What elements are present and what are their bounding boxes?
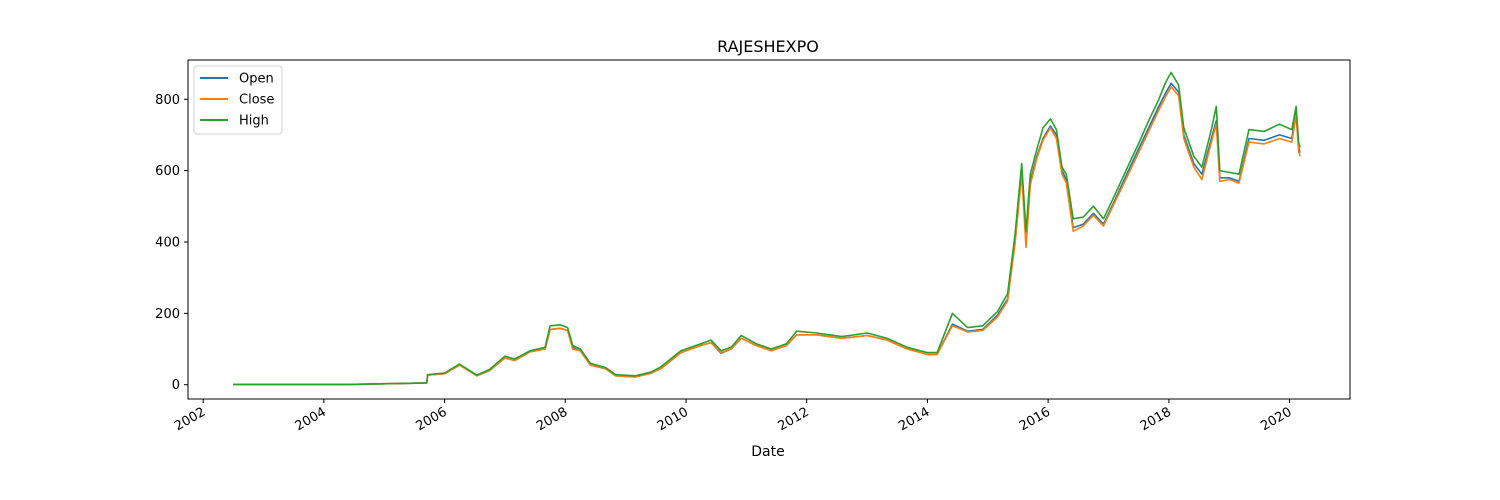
x-tick-label: 2012 bbox=[776, 405, 812, 435]
legend-label-close: Close bbox=[239, 93, 274, 108]
y-tick-label: 600 bbox=[155, 164, 180, 179]
chart-title: RAJESHEXPO bbox=[717, 37, 819, 56]
y-axis-ticks: 0 200 400 600 800 bbox=[155, 93, 188, 393]
x-tick-label: 2006 bbox=[413, 405, 449, 435]
series-line-close bbox=[233, 86, 1301, 386]
x-tick-label: 2010 bbox=[655, 405, 691, 435]
y-tick-label: 0 bbox=[172, 378, 180, 393]
x-tick-label: 2002 bbox=[172, 405, 208, 435]
y-tick-label: 400 bbox=[155, 235, 180, 250]
x-axis-label: Date bbox=[751, 444, 784, 460]
x-tick-label: 2014 bbox=[896, 405, 932, 435]
plot-frame bbox=[187, 59, 1351, 400]
x-tick-label: 2008 bbox=[534, 405, 570, 435]
legend-label-high: High bbox=[239, 114, 269, 129]
y-tick-label: 200 bbox=[155, 307, 180, 322]
y-tick-label: 800 bbox=[155, 93, 180, 108]
x-axis-ticks: 2002 2004 2006 2008 2010 2012 2014 2016 2018 2020 bbox=[172, 399, 1295, 435]
x-tick-label: 2020 bbox=[1258, 405, 1294, 435]
x-tick-label: 2016 bbox=[1017, 405, 1053, 435]
series-layer bbox=[233, 71, 1301, 386]
series-line-high bbox=[233, 71, 1301, 386]
x-tick-label: 2018 bbox=[1138, 405, 1174, 435]
legend: Open Close High bbox=[193, 65, 283, 135]
legend-label-open: Open bbox=[239, 72, 274, 87]
x-tick-label: 2004 bbox=[293, 405, 329, 435]
legend-box bbox=[193, 65, 283, 135]
